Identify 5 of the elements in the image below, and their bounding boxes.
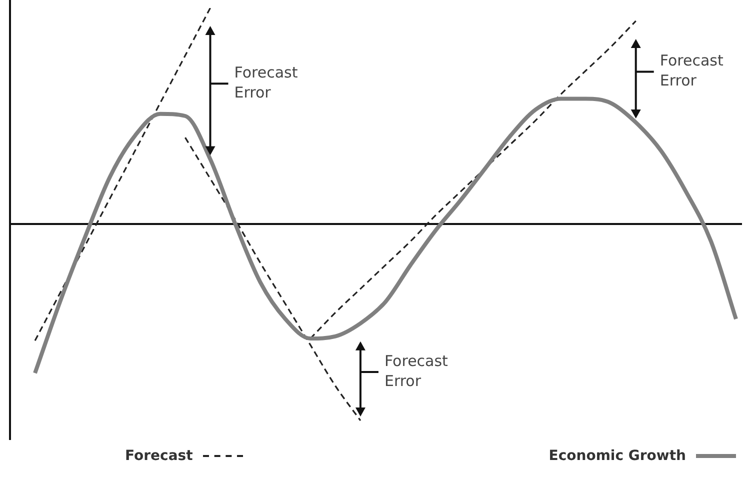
legend-label: Forecast: [125, 448, 193, 464]
annotation: Forecast Error: [660, 52, 724, 90]
annotation: Forecast Error: [234, 63, 298, 102]
annotation: Forecast Error: [384, 352, 448, 390]
legend-label: Economic Growth: [548, 448, 686, 464]
